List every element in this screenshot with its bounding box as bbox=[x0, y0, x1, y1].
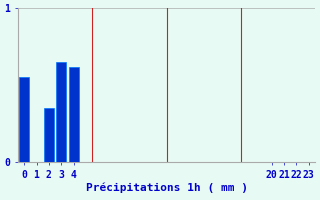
Bar bbox=[44, 108, 54, 162]
X-axis label: Précipitations 1h ( mm ): Précipitations 1h ( mm ) bbox=[85, 182, 247, 193]
Bar bbox=[56, 62, 66, 162]
Bar bbox=[19, 77, 29, 162]
Bar bbox=[69, 67, 79, 162]
